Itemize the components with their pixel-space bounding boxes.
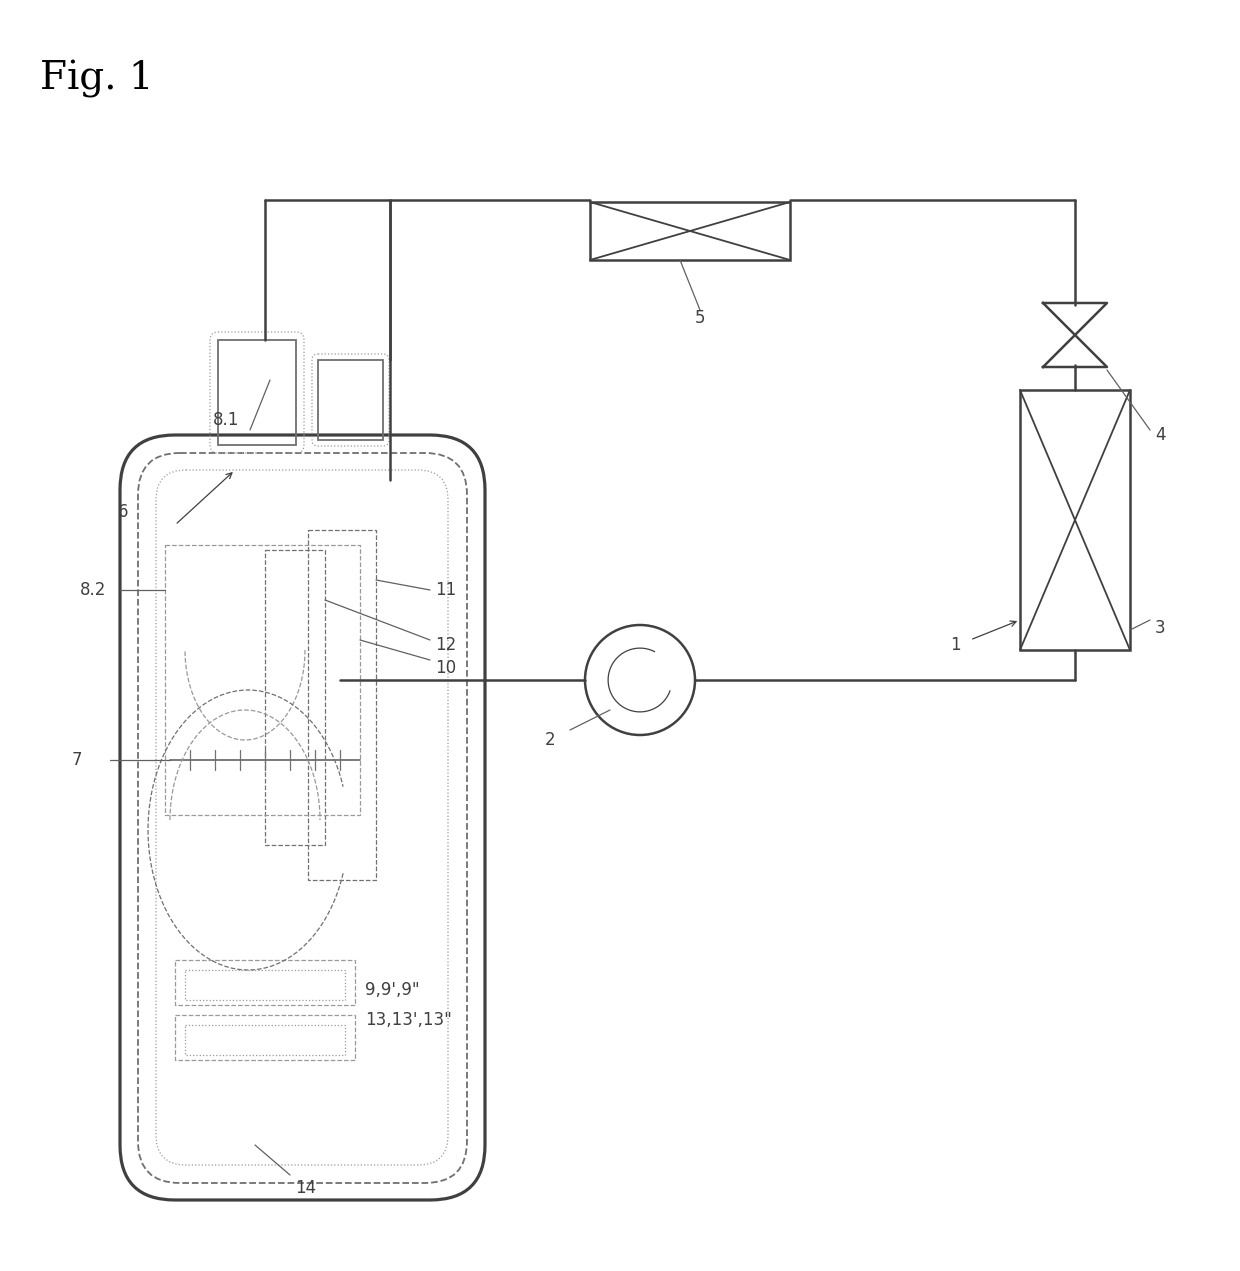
Text: 7: 7 — [72, 751, 83, 769]
Text: Fig. 1: Fig. 1 — [40, 60, 154, 98]
Text: 13,13',13": 13,13',13" — [365, 1010, 451, 1030]
Text: 14: 14 — [295, 1179, 316, 1197]
Text: 10: 10 — [435, 658, 456, 677]
Bar — [308, 530, 376, 880]
Text: 1: 1 — [950, 636, 961, 655]
Text: 8.1: 8.1 — [213, 411, 239, 430]
Text: 2: 2 — [546, 731, 556, 749]
Text: 8.2: 8.2 — [81, 581, 107, 599]
Text: 3: 3 — [1154, 619, 1166, 637]
Bar — [317, 360, 383, 440]
Text: 5: 5 — [694, 309, 706, 327]
Bar — [1021, 390, 1130, 649]
Bar — [175, 1016, 355, 1060]
Bar — [218, 341, 296, 445]
Bar — [165, 545, 360, 815]
Text: 4: 4 — [1154, 426, 1166, 444]
Bar — [175, 960, 355, 1005]
Text: 6: 6 — [118, 503, 129, 521]
Text: 11: 11 — [435, 581, 456, 599]
Bar — [185, 970, 345, 1000]
Text: 9,9',9": 9,9',9" — [365, 981, 419, 999]
Bar — [185, 1024, 345, 1055]
Bar — [265, 550, 325, 845]
Text: 12: 12 — [435, 636, 456, 655]
Bar — [590, 202, 790, 261]
